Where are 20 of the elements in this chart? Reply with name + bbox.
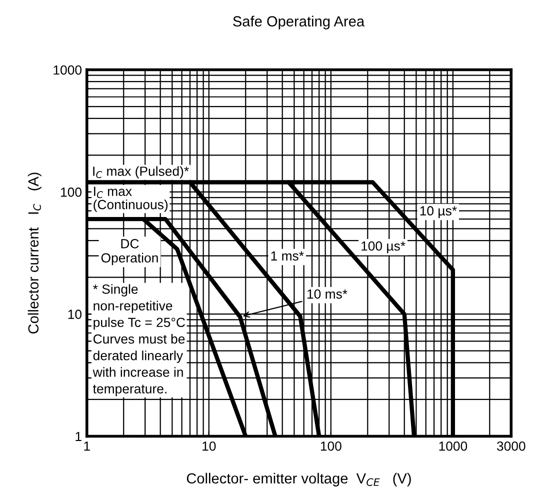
x-tick-label: 1 [84,442,90,451]
series-label: 10 µs* [420,206,457,218]
x-tick-label: 3000 [496,441,526,451]
series-label: 100 µs* [362,241,406,254]
annotation: * Single non-repetitive pulse Tc = 25°C Curves must be derated linearly with increase in temperature. [92,284,185,396]
x-tick-label: 1000 [439,441,468,451]
text: Collector- emitter voltage V$_{CE}$ (V) [186,472,411,486]
x-tick-label: 100 [320,441,342,451]
chart-title: Safe Operating Area [233,16,365,30]
series-label: 1 ms* [271,251,304,261]
y-tick-label: 1000 [54,65,82,75]
y-tick-label: 1 [76,432,82,442]
text: Collector current I$_{C}$ (A) [28,172,42,334]
x-tick-label: 10 [202,441,216,451]
annotation: I$_{C}$ max (Continuous) [94,186,168,212]
text: 10 ms* [307,289,348,299]
series-label: DC Operation [101,239,158,266]
y-tick-label: 100 [61,188,82,197]
annotation: I$_{C}$ max (Pulsed)* [93,166,189,179]
y-tick-label: 10 [68,310,82,319]
